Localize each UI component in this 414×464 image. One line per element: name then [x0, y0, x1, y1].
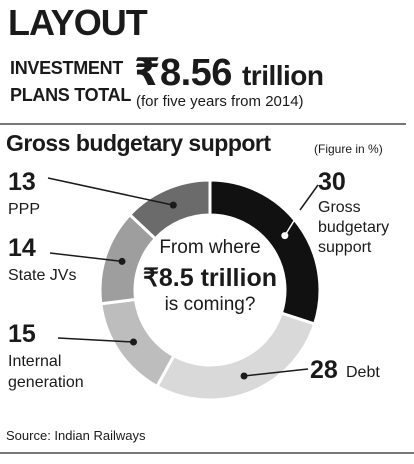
top-divider	[0, 123, 406, 125]
investment-period: (for five years from 2014)	[136, 93, 304, 110]
statejv-value: 14	[8, 234, 36, 262]
internal-label-line2: generation	[8, 374, 84, 391]
internal-value: 15	[8, 320, 36, 348]
source-note: Source: Indian Railways	[6, 428, 146, 443]
investment-label-line1: INVESTMENT	[10, 58, 124, 78]
debt-label: Debt	[346, 364, 380, 381]
leader-line-gbs	[284, 184, 317, 237]
page-title: LAYOUT	[8, 2, 148, 43]
leader-line-gbs-outer	[299, 184, 319, 211]
ppp-label: PPP	[8, 201, 41, 218]
amount-unit: trillion	[241, 60, 324, 91]
investment-amount: ₹8.56 trillion	[134, 50, 324, 95]
leader-dot-ppp	[169, 201, 177, 209]
leader-dot-debt	[240, 372, 248, 380]
leader-dot-gbs	[281, 232, 289, 240]
debt-value: 28	[310, 356, 338, 384]
section-title: Gross budgetary support	[6, 130, 271, 156]
center-text-line1: From where	[159, 237, 260, 258]
center-text-line2: ₹8.5 trillion	[143, 264, 277, 292]
ppp-value: 13	[8, 168, 36, 196]
center-text-line3: is coming?	[165, 294, 256, 315]
leader-dot-internal	[129, 338, 137, 346]
slice-debt	[154, 311, 317, 402]
gbs-label-line2: budgetary	[318, 219, 390, 236]
leader-line-debt	[243, 368, 309, 377]
gbs-value: 30	[318, 168, 346, 196]
gbs-label-line3: support	[318, 239, 372, 256]
slice-internal	[99, 297, 176, 389]
leader-line-ppp	[47, 177, 174, 206]
amount-value: ₹8.56	[134, 52, 232, 94]
statejv-label: State JVs	[8, 267, 77, 284]
investment-label-line2: PLANS TOTAL	[10, 85, 132, 105]
internal-label-line1: Internal	[8, 353, 62, 370]
slice-ppp	[127, 178, 212, 241]
gbs-label-line1: Gross	[318, 199, 361, 216]
bottom-divider	[0, 452, 414, 454]
leader-line-statejv	[49, 252, 123, 263]
unit-note: (Figure in %)	[314, 142, 383, 156]
leader-dot-statejv	[118, 257, 126, 265]
leader-line-internal	[57, 337, 134, 343]
